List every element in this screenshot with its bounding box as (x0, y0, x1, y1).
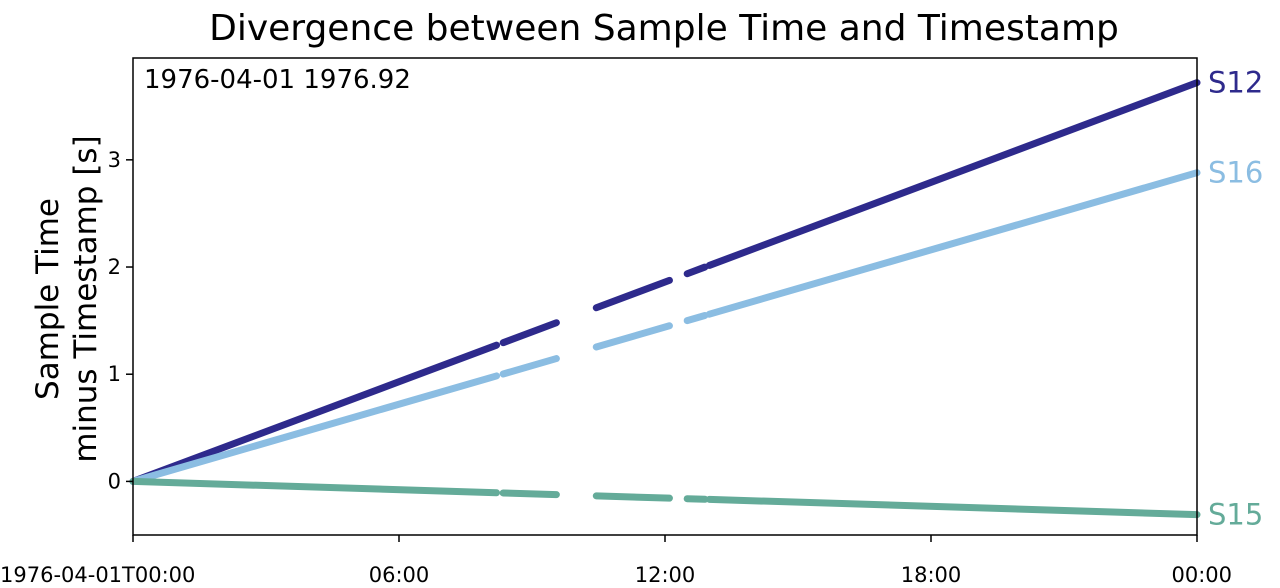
series-segment (592, 492, 673, 502)
series-segment (592, 322, 673, 351)
y-axis: 0 1 2 3 (108, 148, 133, 493)
series-segment (683, 495, 709, 503)
x-tick-label: 00:00 (1171, 563, 1232, 587)
y-axis-label: Sample Time minus Timestamp [s] (30, 135, 104, 462)
y-tick-label: 1 (108, 362, 121, 386)
series-segment (499, 489, 560, 499)
series-segment (129, 341, 501, 485)
series-segment (592, 276, 673, 312)
series-segment (705, 79, 1201, 269)
series-segment (129, 477, 501, 497)
series-label: S16 (1208, 156, 1263, 190)
y-axis-label-line-1: Sample Time (30, 198, 66, 400)
series-segment (683, 263, 709, 278)
series-s15 (129, 477, 1201, 519)
x-tick-label: 1976-04-01T00:00 (0, 563, 195, 587)
series-segment (705, 169, 1201, 318)
series-segment (499, 355, 560, 378)
date-annotation: 1976-04-01 1976.92 (144, 65, 411, 95)
series-label: S12 (1208, 66, 1263, 100)
chart-title: Divergence between Sample Time and Times… (209, 8, 1119, 49)
x-tick-label: 06:00 (369, 563, 430, 587)
y-tick-label: 3 (108, 148, 121, 172)
series-segment (499, 319, 560, 347)
x-axis: 1976-04-01T00:00 06:00 12:00 18:00 00:00 (0, 535, 1232, 587)
series-segment (129, 372, 501, 485)
series-segment (705, 495, 1201, 519)
series-label: S15 (1208, 498, 1263, 532)
series-s12 (129, 79, 1201, 485)
x-tick-label: 18:00 (901, 563, 962, 587)
series-labels: S12 S16 S15 (1208, 66, 1263, 532)
plot-frame (132, 57, 1198, 536)
x-tick-label: 12:00 (635, 563, 696, 587)
series-layer (129, 79, 1201, 519)
y-axis-label-line-2: minus Timestamp [s] (68, 135, 104, 462)
series-segment (683, 311, 709, 325)
y-tick-label: 0 (108, 469, 121, 493)
series-s16 (129, 169, 1201, 485)
y-tick-label: 2 (108, 255, 121, 279)
